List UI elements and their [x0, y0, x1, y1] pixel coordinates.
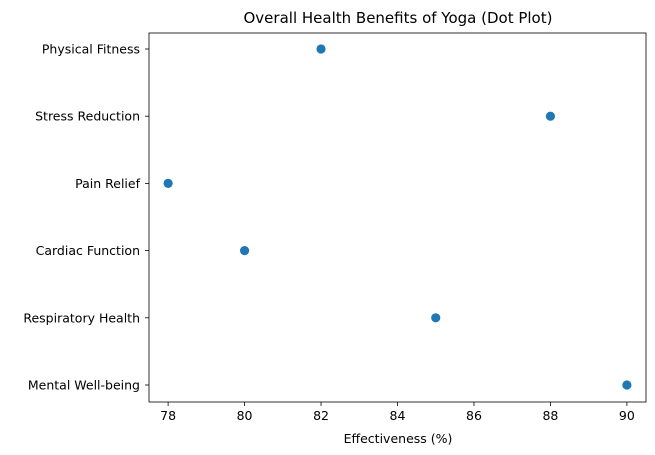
x-tick-label: 84 — [390, 408, 406, 423]
data-point — [163, 178, 173, 188]
y-tick-label: Cardiac Function — [36, 243, 140, 258]
data-point — [431, 313, 441, 323]
x-tick-label: 80 — [237, 408, 253, 423]
x-tick-label: 90 — [619, 408, 635, 423]
data-point — [316, 44, 326, 54]
data-point — [622, 380, 632, 390]
chart-title: Overall Health Benefits of Yoga (Dot Plo… — [244, 9, 553, 27]
y-tick-label: Pain Relief — [75, 176, 140, 191]
y-tick-label: Mental Well-being — [28, 378, 140, 393]
y-tick-label: Stress Reduction — [35, 109, 140, 124]
data-point — [239, 246, 250, 256]
x-tick-label: 86 — [466, 408, 482, 423]
y-tick-label: Respiratory Health — [23, 310, 140, 325]
plot-area: 78 80 82 84 86 88 90 Physical Fitness Stress Red… — [23, 32, 647, 423]
x-tick-label: 78 — [160, 408, 176, 423]
plot-frame — [148, 32, 647, 403]
data-point — [545, 111, 556, 121]
x-tick-label: 82 — [313, 408, 329, 423]
x-tick-label: 88 — [542, 408, 558, 423]
x-axis-label: Effectiveness (%) — [344, 431, 453, 446]
y-tick-label: Physical Fitness — [42, 42, 140, 57]
